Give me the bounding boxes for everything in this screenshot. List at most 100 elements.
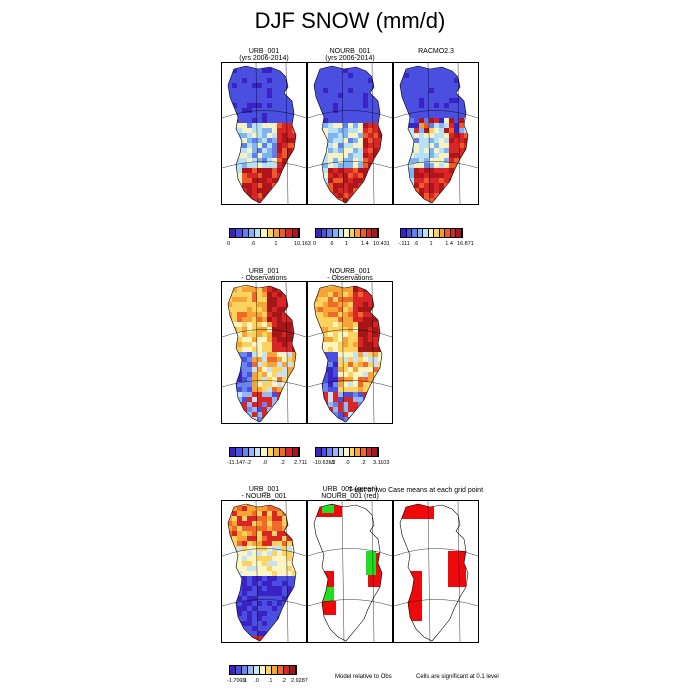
colorbar-label: 1.4 bbox=[361, 241, 369, 247]
colorbar-swatch bbox=[439, 229, 446, 237]
colorbar-label: -11.147 bbox=[227, 460, 246, 466]
colorbar-swatch bbox=[280, 448, 287, 456]
colorbar-swatch bbox=[242, 229, 249, 237]
colorbar-swatch bbox=[254, 666, 260, 674]
panel-title-line: URB_001 bbox=[248, 486, 280, 493]
graticule-line bbox=[285, 501, 289, 642]
colorbar bbox=[315, 447, 379, 457]
graticule-line bbox=[222, 110, 306, 119]
graticule-line bbox=[341, 282, 345, 423]
colorbar-label: .0 bbox=[262, 460, 268, 466]
panel-title-line: - Observations bbox=[241, 275, 287, 282]
coastline bbox=[399, 503, 469, 642]
coastline bbox=[399, 65, 469, 204]
colorbar-label: -.2 bbox=[244, 460, 252, 466]
colorbar-swatch bbox=[236, 448, 243, 456]
colorbar-swatch bbox=[327, 448, 333, 456]
colorbar-swatch bbox=[316, 448, 322, 456]
colorbar-swatch bbox=[261, 448, 268, 456]
colorbar bbox=[229, 228, 300, 238]
greenland-map bbox=[394, 501, 478, 642]
colorbar-swatch bbox=[267, 229, 274, 237]
colorbar-swatch bbox=[423, 229, 429, 237]
colorbar-swatch bbox=[338, 229, 345, 237]
colorbar-swatch bbox=[278, 666, 284, 674]
colorbar-swatch bbox=[284, 666, 290, 674]
colorbar-swatch bbox=[361, 229, 367, 237]
colorbar-label: 2.9287 bbox=[291, 678, 308, 684]
significant-cell-block bbox=[448, 551, 466, 587]
colorbar-swatch bbox=[412, 229, 418, 237]
colorbar-label: 2.711 bbox=[294, 460, 308, 466]
colorbar-swatch bbox=[316, 229, 322, 237]
colorbar-swatch bbox=[272, 666, 278, 674]
map-panel bbox=[307, 62, 393, 205]
panel-title: URB_001- NOURB_001 bbox=[221, 486, 307, 500]
graticule-line bbox=[285, 282, 289, 423]
colorbar-swatch bbox=[349, 448, 356, 456]
colorbar-swatch bbox=[344, 448, 350, 456]
panel-title-line: URB_001 bbox=[248, 48, 280, 55]
colorbar-label: .2 bbox=[361, 460, 366, 466]
colorbar-swatch bbox=[266, 666, 272, 674]
colorbar-label: .6 bbox=[329, 241, 334, 247]
map-panel bbox=[221, 62, 307, 205]
panel-title: URB_001- Observations bbox=[221, 268, 307, 282]
field-cells bbox=[228, 504, 296, 641]
greenland-map bbox=[308, 63, 392, 204]
significance-note: Cells are significant at 0.1 level bbox=[416, 674, 499, 680]
graticule-line bbox=[308, 161, 392, 169]
colorbar-swatch bbox=[286, 229, 293, 237]
panel-title-line: (yrs 2006-2014) bbox=[239, 55, 289, 62]
colorbar-swatch bbox=[230, 448, 237, 456]
colorbar-swatch bbox=[445, 229, 451, 237]
colorbar-swatch bbox=[366, 229, 373, 237]
colorbar-swatch bbox=[366, 448, 373, 456]
colorbar-swatch bbox=[338, 448, 345, 456]
panel-title-line: - NOURB_001 bbox=[241, 493, 287, 500]
significant-cell-block bbox=[400, 504, 434, 519]
colorbar-swatch bbox=[230, 666, 236, 674]
panel-title: NOURB_001 (yrs 2006-2014) bbox=[307, 48, 393, 62]
graticule-line bbox=[427, 501, 431, 642]
colorbar-swatch bbox=[260, 666, 266, 674]
coastline bbox=[313, 65, 383, 204]
page-title: DJF SNOW (mm/d) bbox=[254, 8, 446, 33]
colorbar bbox=[400, 228, 463, 238]
panel-title: RACMO2.3 bbox=[393, 48, 479, 55]
colorbar-label: 0 bbox=[227, 241, 231, 247]
colorbar bbox=[229, 665, 297, 675]
significant-cell-block bbox=[322, 505, 334, 513]
colorbar-label: .0 bbox=[254, 678, 259, 684]
colorbar-label: .2 bbox=[281, 678, 286, 684]
colorbar-swatch bbox=[332, 448, 339, 456]
graticule-line bbox=[308, 329, 392, 338]
field-cells bbox=[228, 285, 296, 422]
colorbar-label: 1 bbox=[345, 241, 349, 247]
colorbar-swatch bbox=[261, 229, 268, 237]
colorbar-swatch bbox=[401, 229, 407, 237]
colorbar-label: .6 bbox=[250, 241, 256, 247]
graticule-line bbox=[394, 161, 478, 169]
colorbar-label: 10.163 bbox=[294, 241, 311, 247]
colorbar-swatch bbox=[248, 229, 256, 237]
colorbar bbox=[315, 228, 379, 238]
colorbar-label: -.111 bbox=[398, 241, 410, 247]
colorbar-swatch bbox=[406, 229, 413, 237]
graticule-line bbox=[308, 110, 392, 119]
colorbar-swatch bbox=[428, 229, 435, 237]
greenland-map bbox=[394, 63, 478, 204]
greenland-map bbox=[308, 282, 392, 423]
graticule-line bbox=[394, 548, 478, 557]
colorbar bbox=[229, 447, 300, 457]
map-panel bbox=[307, 500, 393, 643]
graticule-line bbox=[255, 63, 259, 204]
colorbar-label: .6 bbox=[413, 241, 419, 247]
colorbar-label: 0 bbox=[313, 241, 317, 247]
coastline bbox=[313, 284, 383, 423]
field-cells bbox=[314, 66, 382, 203]
greenland-map bbox=[222, 282, 306, 423]
colorbar-swatch bbox=[236, 666, 242, 674]
model-relative-note: Model relative to Obs bbox=[335, 674, 392, 680]
panel-title-line: NOURB_001 bbox=[329, 268, 371, 275]
